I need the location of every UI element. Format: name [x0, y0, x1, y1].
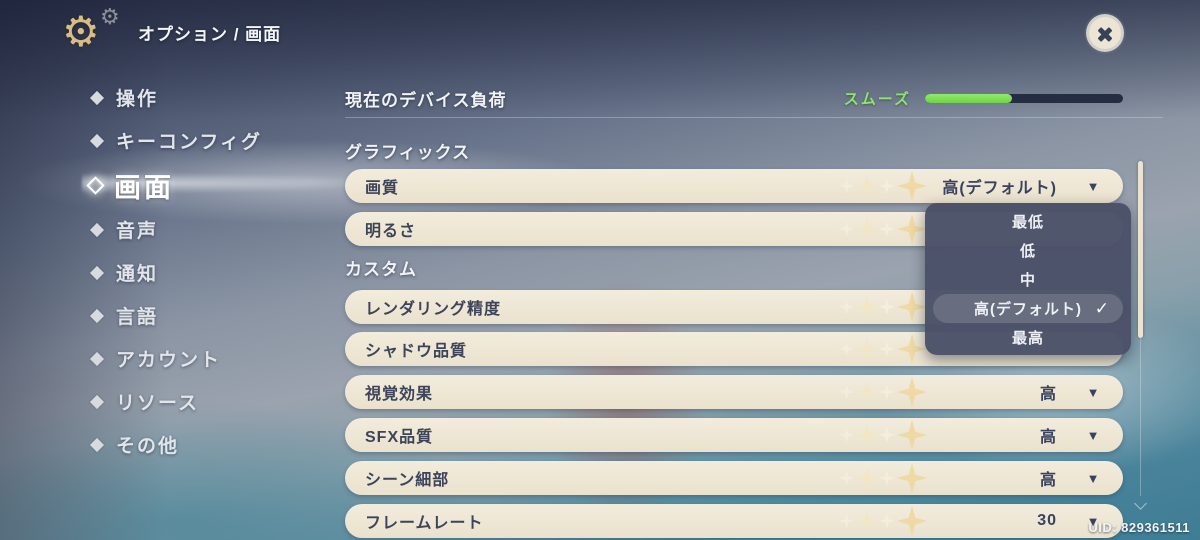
setting-row-scene-detail[interactable]: シーン細部 高 ▼: [345, 461, 1123, 495]
setting-label: シーン細部: [365, 472, 450, 489]
breadcrumb: オプション / 画面: [138, 25, 282, 44]
setting-row-frame-rate[interactable]: フレームレート 30 ▼: [345, 504, 1123, 538]
sidebar-item-label: 言語: [116, 307, 159, 328]
section-title-graphics: グラフィックス: [345, 143, 471, 162]
setting-value: 高: [1039, 386, 1057, 403]
dropdown-option-highest[interactable]: 最高: [933, 323, 1123, 352]
setting-row-quality[interactable]: 画質 高(デフォルト) ▼: [345, 169, 1123, 203]
setting-label: SFX品質: [365, 429, 434, 446]
diamond-bullet-icon: [89, 133, 105, 148]
device-load-label: 現在のデバイス負荷: [345, 90, 507, 110]
sidebar-item-controls[interactable]: 操作: [88, 76, 338, 119]
sidebar-item-others[interactable]: その他: [88, 423, 338, 466]
setting-label: シャドウ品質: [365, 343, 468, 360]
setting-label: 視覚効果: [365, 386, 434, 403]
diamond-bullet-selected-icon: [86, 175, 105, 195]
device-load-row: 現在のデバイス負荷 スムーズ: [345, 86, 1123, 110]
diamond-bullet-icon: [89, 265, 105, 280]
sidebar-item-language[interactable]: 言語: [88, 294, 338, 337]
sidebar-item-resources[interactable]: リソース: [88, 380, 338, 423]
diamond-bullet-icon: [89, 308, 105, 323]
sidebar-item-label: 音声: [116, 221, 159, 242]
diamond-bullet-icon: [89, 351, 105, 366]
sidebar-item-account[interactable]: アカウント: [88, 337, 338, 380]
dropdown-option-medium[interactable]: 中: [933, 265, 1123, 294]
sparkle-decoration-icon: [832, 375, 927, 409]
checkmark-icon: ✓: [1094, 298, 1109, 318]
sparkle-decoration-icon: [832, 169, 927, 203]
device-load-bar: [925, 93, 1123, 103]
sidebar-item-notifications[interactable]: 通知: [88, 251, 338, 294]
settings-sidebar: 操作 キーコンフィグ 画面 音声 通知 言語 アカウント リソース その他: [86, 76, 338, 466]
sidebar-item-label: その他: [116, 436, 180, 457]
section-divider: [345, 117, 1163, 118]
setting-value: 30: [1037, 512, 1057, 529]
sidebar-item-label: 画面: [114, 172, 174, 203]
sparkle-decoration-icon: [832, 418, 927, 452]
sparkle-decoration-icon: [832, 504, 927, 538]
dropdown-option-label: 中: [1019, 272, 1036, 289]
diamond-bullet-icon: [89, 394, 105, 409]
quality-dropdown-menu: 最低 低 中 高(デフォルト) ✓ 最高: [925, 203, 1131, 355]
sparkle-decoration-icon: [832, 461, 927, 495]
setting-row-visual-effects[interactable]: 視覚効果 高 ▼: [345, 375, 1123, 409]
setting-label: 画質: [365, 180, 400, 197]
setting-value: 高(デフォルト): [942, 180, 1057, 197]
device-load-bar-fill: [925, 93, 1013, 103]
chevron-down-icon[interactable]: ▼: [1086, 427, 1100, 443]
setting-label: フレームレート: [365, 515, 484, 532]
dropdown-option-label: 最低: [1011, 214, 1044, 231]
dropdown-option-label: 最高: [1011, 330, 1044, 347]
section-title-custom: カスタム: [345, 260, 417, 279]
setting-value: 高: [1039, 472, 1057, 489]
scrollbar-track: [1140, 338, 1141, 496]
sidebar-item-label: リソース: [116, 393, 200, 414]
dropdown-option-lowest[interactable]: 最低: [933, 207, 1123, 236]
sidebar-item-keyconfig[interactable]: キーコンフィグ: [88, 119, 338, 162]
chevron-down-icon[interactable]: ▼: [1086, 513, 1100, 529]
gear-small-icon: ⚙: [100, 4, 120, 29]
sparkle-decoration-icon: [832, 212, 927, 246]
setting-label: レンダリング精度: [365, 301, 502, 318]
sparkle-decoration-icon: [832, 290, 927, 324]
dropdown-option-low[interactable]: 低: [933, 236, 1123, 265]
diamond-bullet-icon: [89, 222, 105, 237]
dropdown-option-high-default[interactable]: 高(デフォルト) ✓: [933, 294, 1123, 323]
chevron-down-icon[interactable]: ▼: [1086, 384, 1100, 400]
sidebar-item-label: キーコンフィグ: [116, 132, 263, 153]
sidebar-item-screen[interactable]: 画面: [86, 162, 338, 208]
settings-gear-icon: ⚙ ⚙: [62, 4, 132, 58]
scrollbar-thumb[interactable]: [1138, 161, 1143, 338]
scroll-down-chevron-icon: [1134, 497, 1147, 510]
dropdown-option-label: 低: [1019, 243, 1036, 260]
setting-label: 明るさ: [365, 223, 417, 240]
sidebar-item-label: 通知: [116, 264, 159, 285]
sparkle-decoration-icon: [832, 332, 927, 366]
sidebar-item-audio[interactable]: 音声: [88, 208, 338, 251]
setting-row-sfx-quality[interactable]: SFX品質 高 ▼: [345, 418, 1123, 452]
chevron-down-icon[interactable]: ▼: [1086, 178, 1100, 194]
diamond-bullet-icon: [89, 90, 105, 105]
uid-label: UID: 829361511: [1088, 520, 1190, 535]
dropdown-option-label: 高(デフォルト): [974, 301, 1082, 318]
sidebar-item-label: 操作: [116, 89, 159, 110]
device-load-status: スムーズ: [843, 90, 911, 108]
close-button[interactable]: [1086, 14, 1124, 52]
chevron-down-icon[interactable]: ▼: [1086, 470, 1100, 486]
sidebar-item-label: アカウント: [116, 350, 222, 371]
diamond-bullet-icon: [89, 437, 105, 452]
gear-icon: ⚙: [62, 8, 100, 55]
setting-value: 高: [1039, 429, 1057, 446]
